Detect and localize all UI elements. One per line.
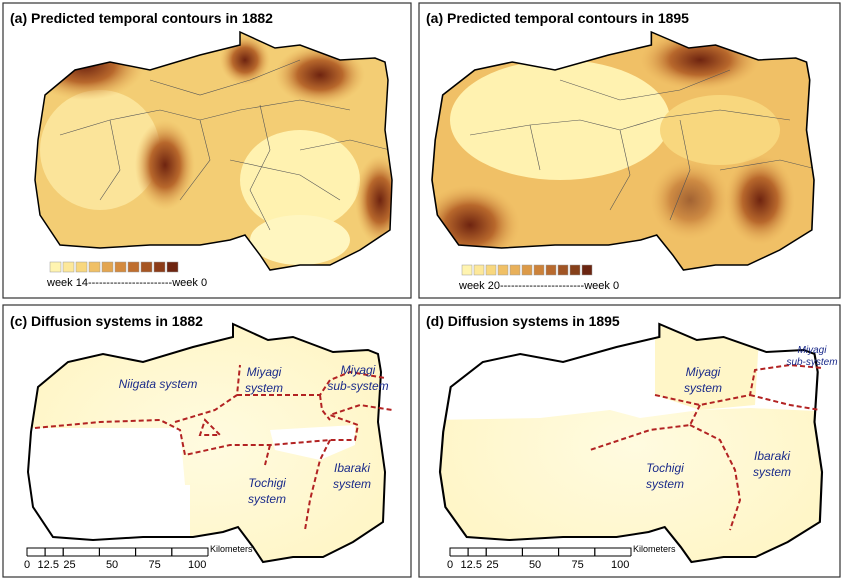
panel-frame [2,2,412,299]
legend-swatch [140,261,153,273]
scale-bar [558,547,596,556]
scale-bar [98,547,137,556]
system-map [28,324,385,562]
panel-frame [418,304,841,578]
scale-bar [171,547,209,556]
legend-swatch [49,261,62,273]
scale-label: 100 [611,559,629,571]
legend-swatch [473,264,485,276]
system-label: Tochigi [646,461,684,475]
contour-map [35,32,392,270]
scale-unit: Kilometers [210,544,253,554]
system-label: system [333,477,371,491]
scale-label: 50 [106,559,118,571]
legend-swatch [88,261,101,273]
scale-bar [521,547,560,556]
system-label: Ibaraki [754,449,790,463]
scale-label: 25 [63,559,75,571]
legend-swatch [101,261,114,273]
legend-swatch [62,261,75,273]
scale-bar [135,547,173,556]
system-label: Miyagi [341,363,376,377]
scale-bar [594,547,632,556]
scale-label: 75 [148,559,160,571]
scale-bar [467,547,487,556]
system-label: system [245,381,283,395]
scale-bar [26,547,46,556]
scale-label: 12.5 [38,559,59,571]
system-label: system [646,477,684,491]
scale-unit: Kilometers [633,544,676,554]
legend-swatch [127,261,140,273]
scale-label: 25 [486,559,498,571]
scale-label: 12.5 [461,559,482,571]
legend-swatch [114,261,127,273]
system-label: Miyagi [686,365,721,379]
legend-swatch [521,264,533,276]
system-label: Miyagi [247,365,282,379]
panel-frame [2,304,412,578]
panel-title: (d) Diffusion systems in 1895 [426,313,620,329]
legend-swatch [497,264,509,276]
titles: (a) Predicted temporal contours in 1882 … [10,10,689,329]
legend-swatch [569,264,581,276]
legend-swatch [581,264,593,276]
panel-title: (a) Predicted temporal contours in 1882 [10,10,273,26]
contour-map [432,32,814,270]
legend-swatch [557,264,569,276]
system-label: Niigata system [119,377,198,391]
system-label: system [248,492,286,506]
scale-label: 50 [529,559,541,571]
scale-label: 100 [188,559,206,571]
scale-label: 0 [24,559,30,571]
system-label: Miyagi [798,345,828,356]
scale-bar [449,547,469,556]
legend-swatch [509,264,521,276]
system-label: system [684,381,722,395]
scale-bar [485,547,523,556]
panel-title: (a) Predicted temporal contours in 1895 [426,10,689,26]
legend-swatch [75,261,88,273]
scale-label: 75 [571,559,583,571]
panel-frame [418,2,841,299]
legend-label: week 20-----------------------week 0 [458,280,619,292]
system-label: Ibaraki [334,461,370,475]
system-label: Tochigi [248,476,286,490]
scale-label: 0 [447,559,453,571]
system-label: sub-system [786,357,837,368]
scale-bar [44,547,64,556]
legend-swatch [166,261,179,273]
legend-swatch [485,264,497,276]
legend-swatch [153,261,166,273]
system-label: system [753,465,791,479]
legend-swatch [533,264,545,276]
scale-bar [62,547,100,556]
legend-label: week 14-----------------------week 0 [46,277,207,289]
panel-title: (c) Diffusion systems in 1882 [10,313,203,329]
system-map [440,324,822,562]
legend-swatch [545,264,557,276]
legend-swatch [461,264,473,276]
system-label: sub-system [327,379,388,393]
